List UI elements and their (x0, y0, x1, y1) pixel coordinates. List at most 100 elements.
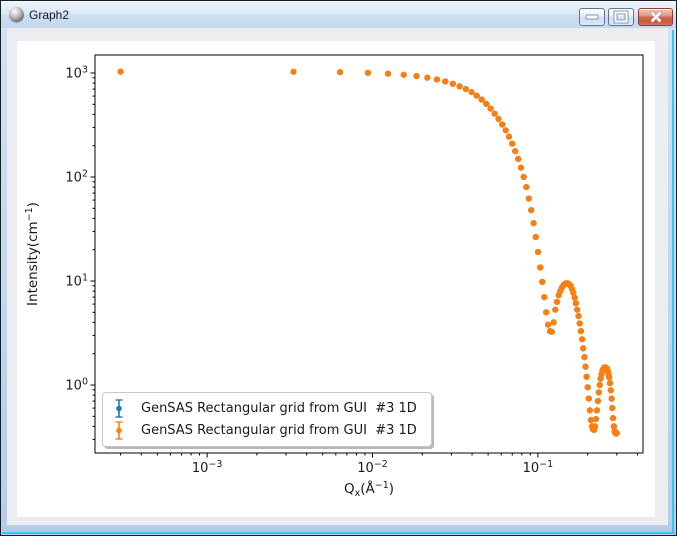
legend-entry-label: GenSAS Rectangular grid from GUI #3 1D (141, 422, 417, 438)
legend-entry-label: GenSAS Rectangular grid from GUI #3 1D (141, 400, 417, 416)
data-point (442, 78, 449, 85)
data-point (584, 384, 591, 391)
data-point (400, 71, 407, 78)
close-button[interactable] (638, 8, 673, 26)
data-point (336, 69, 344, 76)
figure: 10−3 10−2 10−1 103 102 101 100 Qx(Å−1) Intensity… (17, 41, 655, 517)
data-point (586, 407, 594, 414)
data-point (541, 294, 548, 301)
data-point (530, 220, 537, 227)
data-point (582, 363, 589, 370)
data-point (574, 306, 581, 313)
data-point (570, 289, 577, 296)
legend-entry: GenSAS Rectangular grid from GUI #3 1D (114, 419, 417, 441)
data-point (607, 387, 614, 394)
data-point (537, 264, 544, 271)
data-point (609, 405, 616, 412)
errorbar-marker-icon (115, 398, 123, 418)
data-point (499, 121, 506, 128)
data-point (581, 354, 588, 361)
data-point (576, 320, 583, 327)
y-tick-label: 101 (65, 273, 88, 290)
data-point (468, 89, 475, 96)
window-border-right[interactable] (672, 30, 674, 532)
data-point (571, 294, 578, 301)
x-tick-label: 10−1 (523, 459, 554, 476)
data-point (512, 148, 519, 155)
data-point (525, 195, 532, 202)
y-tick-label: 103 (65, 65, 88, 82)
data-point (595, 389, 602, 396)
data-point (502, 127, 509, 134)
data-series-0 (117, 68, 620, 437)
data-point (456, 83, 463, 90)
y-axis-label: Intensity(cm−1) (24, 202, 41, 306)
data-point (509, 140, 516, 147)
axes-frame (94, 54, 644, 454)
data-point (572, 300, 580, 307)
app-sphere-icon[interactable] (9, 7, 24, 22)
window-border-bottom[interactable] (2, 532, 675, 534)
data-point (520, 173, 527, 181)
axis-tick-labels: 10−3 10−2 10−1 103 102 101 100 Qx(Å−1) Intensity… (24, 65, 553, 499)
data-point (424, 74, 431, 81)
data-point (606, 374, 613, 381)
data-point (610, 423, 618, 430)
data-point (596, 381, 603, 389)
minimize-icon (585, 14, 599, 20)
data-point (587, 417, 595, 424)
data-point (495, 115, 502, 122)
data-point (580, 345, 587, 352)
data-point (552, 306, 559, 313)
data-point (575, 313, 582, 320)
y-tick-label: 102 (65, 169, 88, 186)
errorbar-marker-icon (115, 420, 123, 440)
data-point (290, 68, 297, 75)
data-point (515, 155, 522, 163)
window-title: Graph2 (29, 8, 70, 22)
data-point (579, 336, 586, 343)
minimize-button[interactable] (579, 8, 605, 26)
x-tick-label: 10−2 (357, 459, 388, 476)
data-series-1 (117, 68, 620, 437)
data-point (593, 407, 601, 414)
data-point (384, 70, 392, 77)
data-point (433, 76, 440, 83)
data-point (364, 69, 371, 76)
plot-legend[interactable]: GenSAS Rectangular grid from GUI #3 1D Ge… (102, 392, 432, 447)
window-client-area: 10−3 10−2 10−1 103 102 101 100 Qx(Å−1) Intensity… (7, 28, 668, 525)
legend-entry: GenSAS Rectangular grid from GUI #3 1D (114, 397, 417, 419)
data-point (585, 395, 592, 402)
data-point (483, 100, 490, 107)
data-point (478, 96, 485, 103)
x-tick-label: 10−3 (192, 459, 223, 476)
data-point (553, 298, 561, 305)
y-tick-label: 100 (65, 377, 88, 394)
data-point (117, 68, 124, 75)
data-point (505, 133, 513, 140)
data-point (545, 321, 552, 328)
data-point (594, 398, 602, 405)
data-point (591, 423, 599, 430)
plot-canvas[interactable]: 10−3 10−2 10−1 103 102 101 100 Qx(Å−1) Intensity… (17, 41, 655, 517)
data-point (606, 380, 614, 387)
data-point (413, 73, 420, 80)
data-point (473, 92, 480, 99)
data-point (462, 86, 469, 93)
data-point (577, 328, 585, 335)
axis-ticks (90, 72, 638, 458)
maximize-button[interactable] (608, 8, 634, 26)
data-point (532, 233, 539, 241)
data-point (550, 319, 557, 326)
data-point (487, 105, 494, 112)
data-point (534, 248, 542, 256)
x-axis-label: Qx(Å−1) (344, 480, 394, 499)
data-point (613, 430, 620, 437)
data-point (610, 415, 617, 422)
data-point (517, 164, 525, 171)
data-point (491, 110, 498, 117)
data-point (528, 207, 535, 214)
data-point (608, 395, 615, 402)
window-titlebar[interactable]: Graph2 (1, 1, 676, 28)
